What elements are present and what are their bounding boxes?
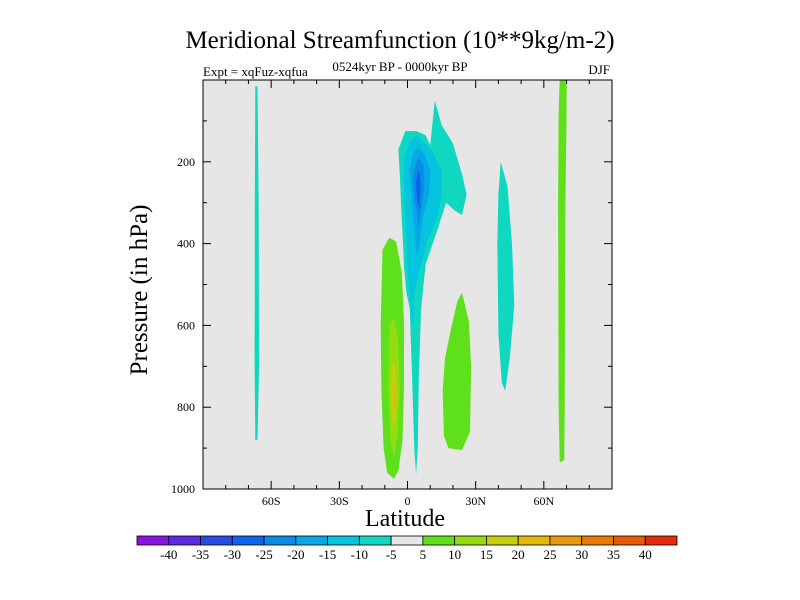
colorbar-label: -15 (319, 547, 336, 562)
colorbar-swatch (136, 535, 170, 546)
x-tick-label: 30S (330, 494, 349, 508)
colorbar-label: 20 (512, 547, 525, 562)
colorbar-swatch (390, 535, 424, 546)
season-label: DJF (588, 62, 610, 77)
colorbar-label: -10 (351, 547, 368, 562)
colorbar-label: 40 (639, 547, 652, 562)
y-tick-label: 1000 (171, 482, 195, 496)
y-tick-label: 400 (177, 237, 195, 251)
colorbar-label: 5 (420, 547, 427, 562)
colorbar-label: -5 (386, 547, 397, 562)
x-tick-label: 60S (262, 494, 281, 508)
period-label: 0524kyr BP - 0000kyr BP (332, 59, 468, 74)
x-tick-label: 60N (533, 494, 554, 508)
colorbar-label: 25 (543, 547, 556, 562)
x-axis-label: Latitude (365, 506, 445, 532)
colorbar-swatch (454, 535, 487, 546)
nh-subtropical-positive-cell (442, 292, 472, 451)
colorbar-swatch (517, 535, 551, 546)
nh-polar-positive-strip (558, 80, 567, 463)
y-tick-label: 600 (177, 318, 195, 332)
colorbar-label: -30 (224, 547, 241, 562)
experiment-label: Expt = xqFuz-xqfua (203, 64, 308, 79)
colorbar: -40 -35 -30 -25 -20 -15 -10 -5 5 10 15 20 25 30 35 40 (136, 535, 678, 562)
colorbar-swatch (549, 535, 583, 546)
colorbar-label: -40 (160, 547, 177, 562)
y-tick-label: 800 (177, 400, 195, 414)
colorbar-swatch (295, 535, 328, 546)
colorbar-swatch (358, 535, 392, 546)
colorbar-swatch (231, 535, 265, 546)
colorbar-swatch (200, 535, 233, 546)
colorbar-swatch (644, 535, 678, 546)
nh-midlatitude-negative-cell (497, 161, 515, 391)
axis-ticks: 60S 30S 0 30N 60N 200 400 600 800 1000 (171, 80, 612, 508)
colorbar-swatch (168, 535, 201, 546)
tropical-negative-cell-30 (415, 172, 421, 209)
colorbar-label: -35 (192, 547, 209, 562)
sh-polar-negative-strip (254, 86, 260, 440)
colorbar-label: 10 (448, 547, 461, 562)
colorbar-swatch (422, 535, 456, 546)
colorbar-swatch (327, 535, 360, 546)
chart-title: Meridional Streamfunction (10**9kg/m-2) (185, 27, 615, 54)
sh-subtropical-positive-20 (392, 380, 396, 412)
colorbar-label: 15 (480, 547, 493, 562)
y-tick-label: 200 (177, 155, 195, 169)
colorbar-label: 30 (575, 547, 588, 562)
x-tick-label: 30N (465, 494, 486, 508)
x-tick-label: 0 (405, 494, 411, 508)
colorbar-swatch (581, 535, 614, 546)
colorbar-swatch (486, 535, 519, 546)
colorbar-swatch (263, 535, 297, 546)
colorbar-swatch (613, 535, 646, 546)
contour-fills (254, 80, 567, 479)
colorbar-label: -20 (287, 547, 304, 562)
colorbar-label: -25 (255, 547, 272, 562)
colorbar-label: 35 (607, 547, 620, 562)
